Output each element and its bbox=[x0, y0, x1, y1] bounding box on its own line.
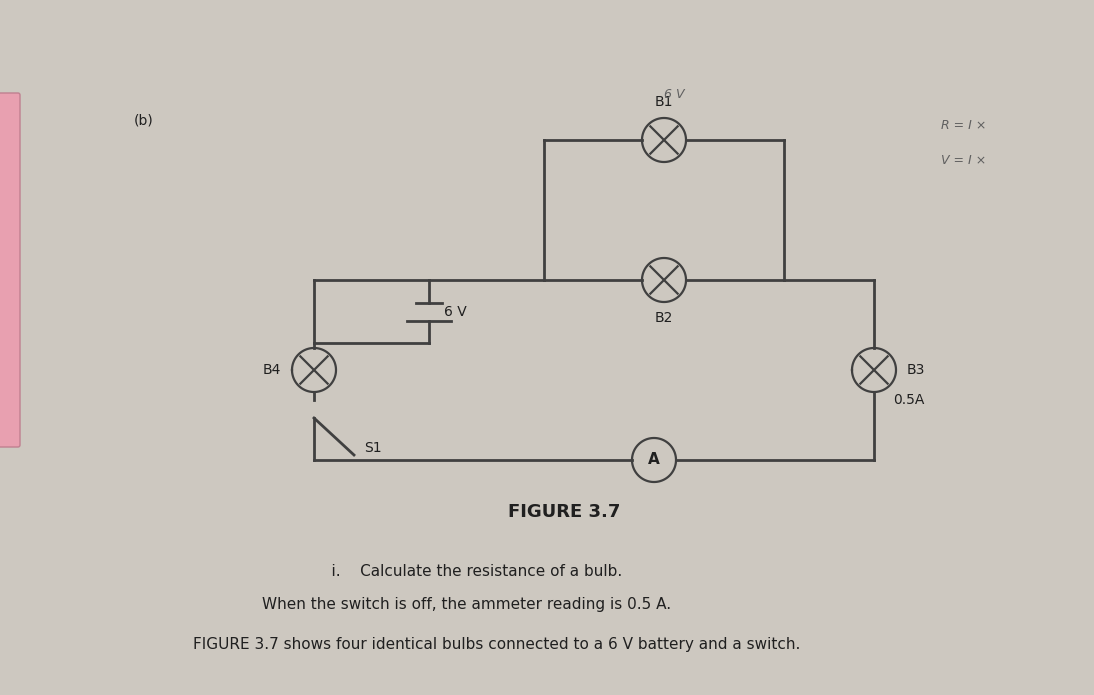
Text: (b): (b) bbox=[135, 113, 154, 127]
Text: B2: B2 bbox=[655, 311, 673, 325]
Text: B3: B3 bbox=[907, 363, 926, 377]
Text: When the switch is off, the ammeter reading is 0.5 A.: When the switch is off, the ammeter read… bbox=[263, 598, 672, 612]
Text: FIGURE 3.7: FIGURE 3.7 bbox=[508, 503, 620, 521]
Text: i.    Calculate the resistance of a bulb.: i. Calculate the resistance of a bulb. bbox=[312, 564, 622, 580]
Text: B1: B1 bbox=[654, 95, 673, 109]
Text: 0.5A: 0.5A bbox=[893, 393, 924, 407]
Text: A: A bbox=[648, 452, 660, 468]
Text: V = I ×: V = I × bbox=[941, 154, 987, 167]
Text: B4: B4 bbox=[263, 363, 281, 377]
Text: 6 V: 6 V bbox=[444, 304, 467, 318]
Text: R = I ×: R = I × bbox=[941, 119, 987, 131]
Text: 6 V: 6 V bbox=[664, 88, 684, 101]
FancyBboxPatch shape bbox=[0, 93, 20, 447]
Text: S1: S1 bbox=[364, 441, 382, 455]
Text: FIGURE 3.7 shows four identical bulbs connected to a 6 V battery and a switch.: FIGURE 3.7 shows four identical bulbs co… bbox=[194, 637, 801, 653]
